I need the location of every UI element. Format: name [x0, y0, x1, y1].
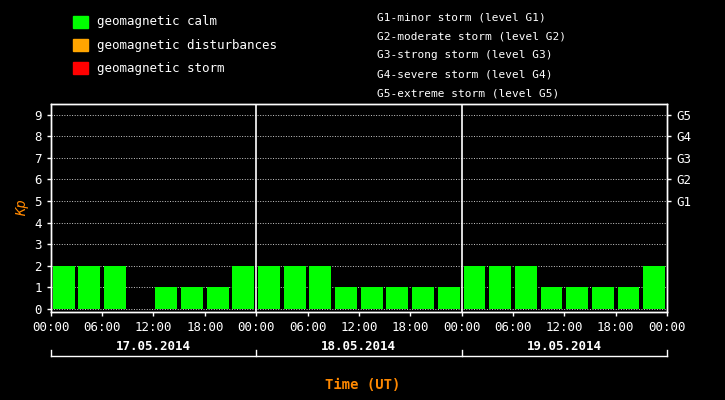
- Bar: [78, 266, 100, 309]
- Text: G2-moderate storm (level G2): G2-moderate storm (level G2): [377, 31, 566, 41]
- Bar: [207, 287, 228, 309]
- Bar: [155, 287, 177, 309]
- Text: geomagnetic calm: geomagnetic calm: [97, 16, 217, 28]
- Bar: [412, 287, 434, 309]
- Bar: [283, 266, 306, 309]
- Bar: [515, 266, 536, 309]
- Text: 17.05.2014: 17.05.2014: [116, 340, 191, 353]
- Text: G3-strong storm (level G3): G3-strong storm (level G3): [377, 50, 552, 60]
- Bar: [310, 266, 331, 309]
- Bar: [386, 287, 408, 309]
- Bar: [463, 266, 485, 309]
- Text: 18.05.2014: 18.05.2014: [321, 340, 397, 353]
- Bar: [566, 287, 588, 309]
- Bar: [258, 266, 280, 309]
- Bar: [618, 287, 639, 309]
- Bar: [541, 287, 563, 309]
- Text: G5-extreme storm (level G5): G5-extreme storm (level G5): [377, 89, 559, 99]
- Bar: [233, 266, 254, 309]
- Text: 19.05.2014: 19.05.2014: [527, 340, 602, 353]
- Bar: [361, 287, 383, 309]
- Bar: [438, 287, 460, 309]
- Bar: [335, 287, 357, 309]
- Text: geomagnetic storm: geomagnetic storm: [97, 62, 224, 75]
- Bar: [489, 266, 511, 309]
- Bar: [53, 266, 75, 309]
- Bar: [592, 287, 614, 309]
- Bar: [104, 266, 126, 309]
- Bar: [643, 266, 665, 309]
- Text: Time (UT): Time (UT): [325, 378, 400, 392]
- Text: G4-severe storm (level G4): G4-severe storm (level G4): [377, 70, 552, 80]
- Y-axis label: Kp: Kp: [14, 200, 29, 216]
- Text: geomagnetic disturbances: geomagnetic disturbances: [97, 39, 277, 52]
- Text: G1-minor storm (level G1): G1-minor storm (level G1): [377, 12, 546, 22]
- Bar: [181, 287, 203, 309]
